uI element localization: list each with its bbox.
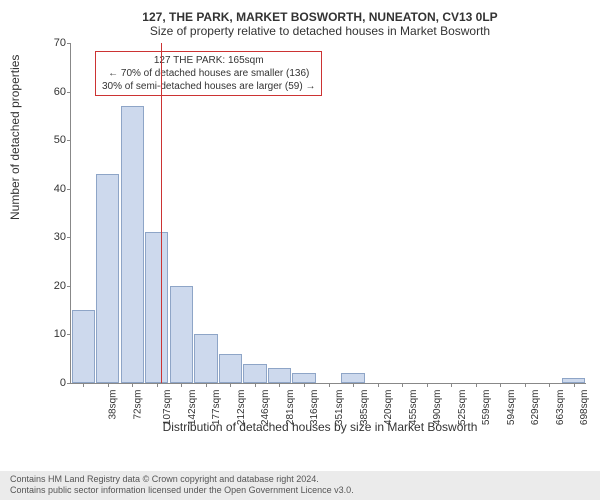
annotation-box: 127 THE PARK: 165sqm ← 70% of detached h… bbox=[95, 51, 322, 96]
y-tick-mark bbox=[67, 189, 71, 190]
y-tick-mark bbox=[67, 237, 71, 238]
x-tick-mark bbox=[353, 383, 354, 387]
footer-line: Contains public sector information licen… bbox=[10, 485, 590, 497]
y-tick-label: 40 bbox=[41, 183, 66, 195]
reference-line bbox=[161, 43, 162, 383]
x-tick-mark bbox=[279, 383, 280, 387]
y-tick-mark bbox=[67, 140, 71, 141]
histogram-bar bbox=[194, 334, 217, 383]
x-tick-mark bbox=[230, 383, 231, 387]
x-tick-mark bbox=[549, 383, 550, 387]
x-tick-mark bbox=[304, 383, 305, 387]
y-tick-label: 50 bbox=[41, 134, 66, 146]
histogram-bar bbox=[219, 354, 242, 383]
x-tick-mark bbox=[329, 383, 330, 387]
x-tick-mark bbox=[206, 383, 207, 387]
histogram-bar bbox=[96, 174, 119, 383]
histogram-bar bbox=[121, 106, 144, 383]
x-tick-mark bbox=[132, 383, 133, 387]
x-tick-mark bbox=[451, 383, 452, 387]
x-tick-mark bbox=[83, 383, 84, 387]
x-tick-mark bbox=[378, 383, 379, 387]
y-tick-label: 30 bbox=[41, 231, 66, 243]
x-axis-label: Distribution of detached houses by size … bbox=[50, 420, 590, 434]
y-tick-mark bbox=[67, 43, 71, 44]
footer-line: Contains HM Land Registry data © Crown c… bbox=[10, 474, 590, 486]
y-tick-label: 20 bbox=[41, 280, 66, 292]
y-axis-label: Number of detached properties bbox=[8, 55, 22, 220]
x-tick-mark bbox=[427, 383, 428, 387]
y-tick-label: 10 bbox=[41, 328, 66, 340]
chart-title-subtitle: Size of property relative to detached ho… bbox=[50, 24, 590, 38]
x-tick-mark bbox=[525, 383, 526, 387]
histogram-bar bbox=[292, 373, 315, 383]
plot-area: 127 THE PARK: 165sqm ← 70% of detached h… bbox=[70, 43, 586, 384]
x-tick-mark bbox=[402, 383, 403, 387]
x-tick-mark bbox=[255, 383, 256, 387]
x-tick-mark bbox=[476, 383, 477, 387]
histogram-bar bbox=[268, 368, 291, 383]
footer-attribution: Contains HM Land Registry data © Crown c… bbox=[0, 471, 600, 500]
y-tick-mark bbox=[67, 334, 71, 335]
x-tick-mark bbox=[108, 383, 109, 387]
y-tick-mark bbox=[67, 286, 71, 287]
histogram-bar bbox=[72, 310, 95, 383]
y-tick-label: 0 bbox=[41, 377, 66, 389]
x-tick-mark bbox=[500, 383, 501, 387]
annotation-line: ← 70% of detached houses are smaller (13… bbox=[102, 67, 315, 80]
annotation-line: 127 THE PARK: 165sqm bbox=[102, 54, 315, 67]
annotation-line: 30% of semi-detached houses are larger (… bbox=[102, 80, 315, 93]
chart-container: 127, THE PARK, MARKET BOSWORTH, NUNEATON… bbox=[50, 10, 590, 440]
y-tick-mark bbox=[67, 92, 71, 93]
x-tick-mark bbox=[574, 383, 575, 387]
histogram-bar bbox=[170, 286, 193, 383]
y-tick-label: 60 bbox=[41, 86, 66, 98]
y-tick-label: 70 bbox=[41, 37, 66, 49]
x-tick-mark bbox=[157, 383, 158, 387]
x-tick-mark bbox=[181, 383, 182, 387]
y-tick-mark bbox=[67, 383, 71, 384]
histogram-bar bbox=[243, 364, 266, 383]
histogram-bar bbox=[145, 232, 168, 383]
x-tick-label: 38sqm bbox=[108, 390, 119, 420]
histogram-bar bbox=[341, 373, 364, 383]
x-tick-label: 72sqm bbox=[132, 390, 143, 420]
chart-title-address: 127, THE PARK, MARKET BOSWORTH, NUNEATON… bbox=[50, 10, 590, 24]
